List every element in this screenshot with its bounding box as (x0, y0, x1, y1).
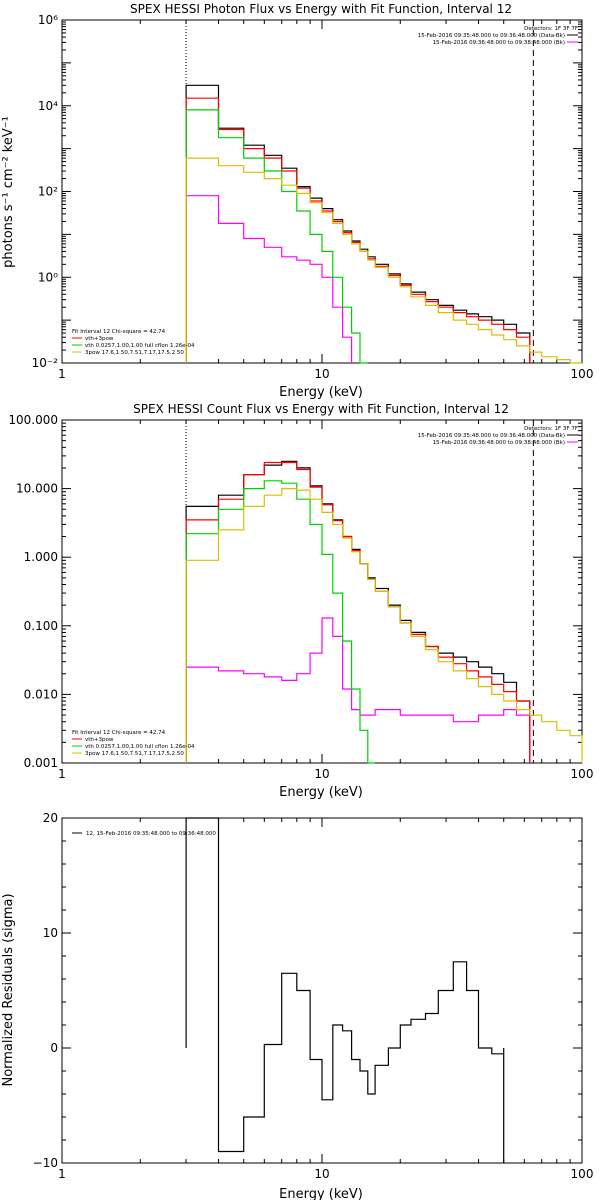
range-markers (185, 20, 534, 363)
plot-frame (61, 19, 583, 364)
series-line (185, 817, 505, 1163)
x-axis-label: Energy (keV) (279, 785, 363, 800)
x-tick-label: 1 (58, 767, 66, 781)
fit-entry-powerlaw: 3pow 17.6,1.50,7.51,7.17,17.5,2.50 (85, 751, 184, 757)
fit-info-header: Fit Interval 12 Chi-square = 42.74 (72, 329, 166, 335)
fit-entry-total: vth+3pow (85, 737, 114, 743)
legend-entry-data: 15-Feb-2016 09:35:48.000 to 09:36:48.000… (418, 433, 565, 439)
x-tick-label: 10 (314, 367, 329, 381)
series-line (185, 488, 583, 763)
y-tick-label: 10⁻² (32, 356, 59, 370)
series-line (185, 480, 376, 764)
series-line (185, 97, 531, 363)
x-tick-label: 10 (314, 767, 329, 781)
legend: Detectors: 1F 3F 7F 15-Feb-2016 09:35:48… (418, 426, 578, 446)
spectrum-series (185, 84, 582, 364)
fit-info: Fit Interval 12 Chi-square = 42.74 vth+3… (72, 730, 195, 757)
fit-info: Fit Interval 12 Chi-square = 42.74 vth+3… (72, 329, 195, 356)
residuals-panel: Energy (keV) Normalized Residuals (sigma… (1, 811, 593, 1200)
axis-ticks: 1 10 100 0.001 0.010 0.100 1.000 10.000 100.000 (8, 413, 593, 781)
series-line (185, 195, 353, 363)
x-tick-label: 100 (571, 767, 594, 781)
series-line (185, 157, 582, 364)
x-tick-label: 100 (571, 1167, 594, 1181)
y-tick-label: 20 (43, 811, 58, 825)
legend-entry-residual: 12, 15-Feb-2016 09:35:48.000 to 09:36:48… (86, 831, 216, 837)
fit-info-header: Fit Interval 12 Chi-square = 42.74 (72, 730, 166, 736)
y-tick-label: 0 (50, 1041, 58, 1055)
y-tick-label: 0.100 (24, 619, 58, 633)
x-axis-label: Energy (keV) (279, 1187, 363, 1200)
legend-header: Detectors: 1F 3F 7F (524, 426, 578, 432)
fit-entry-thermal: vth 0.0257,1.00,1.00 full cflon 1.26e-04 (85, 744, 195, 750)
y-axis-label: Normalized Residuals (sigma) (1, 893, 16, 1086)
count-flux-panel: SPEX HESSI Count Flux vs Energy with Fit… (8, 402, 593, 800)
legend-header: Detectors: 1F 3F 7F (524, 26, 578, 32)
fit-entry-total: vth+3pow (85, 336, 114, 342)
y-tick-label: 10⁰ (38, 270, 58, 284)
x-tick-label: 100 (571, 367, 594, 381)
legend-entry-background: 15-Feb-2016 09:36:48.000 to 09:38:48.000… (433, 40, 565, 46)
y-tick-label: 10² (38, 185, 58, 199)
panel-title: SPEX HESSI Count Flux vs Energy with Fit… (133, 402, 509, 416)
y-tick-label: 0.001 (24, 756, 58, 770)
x-tick-label: 1 (58, 367, 66, 381)
legend-entry-data: 15-Feb-2016 09:35:48.000 to 09:36:48.000… (418, 33, 565, 39)
series-line (185, 617, 531, 763)
y-tick-label: 0.010 (24, 687, 58, 701)
residual-series (185, 817, 505, 1163)
series-line (185, 84, 531, 363)
y-tick-label: −10 (33, 1156, 58, 1170)
series-line (185, 460, 531, 763)
y-tick-label: 10⁶ (38, 13, 58, 27)
y-tick-label: 10 (43, 926, 58, 940)
photon-flux-panel: SPEX HESSI Photon Flux vs Energy with Fi… (1, 2, 593, 400)
legend: 12, 15-Feb-2016 09:35:48.000 to 09:36:48… (72, 831, 216, 837)
series-line (185, 109, 368, 364)
y-tick-label: 10.000 (16, 482, 58, 496)
axis-ticks: 1 10 100 10⁻² 10⁰ 10² 10⁴ 10⁶ (32, 13, 594, 381)
fit-entry-powerlaw: 3pow 17.6,1.50,7.51,7.17,17.5,2.50 (85, 350, 184, 356)
legend-entry-background: 15-Feb-2016 09:36:48.000 to 09:38:48.000… (433, 440, 565, 446)
x-axis-label: Energy (keV) (279, 385, 363, 400)
y-axis-label: photons s⁻¹ cm⁻² keV⁻¹ (1, 116, 16, 268)
x-tick-label: 10 (314, 1167, 329, 1181)
fit-entry-thermal: vth 0.0257,1.00,1.00 full cflon 1.26e-04 (85, 343, 195, 349)
y-tick-label: 10⁴ (38, 99, 58, 113)
y-tick-label: 1.000 (24, 550, 58, 564)
axis-ticks: 1 10 100 −10 0 10 20 (33, 811, 594, 1181)
panel-title: SPEX HESSI Photon Flux vs Energy with Fi… (130, 2, 512, 16)
spectrum-series (185, 460, 583, 764)
x-tick-label: 1 (58, 1167, 66, 1181)
y-tick-label: 100.000 (8, 413, 58, 427)
legend: Detectors: 1F 3F 7F 15-Feb-2016 09:35:48… (418, 26, 578, 46)
